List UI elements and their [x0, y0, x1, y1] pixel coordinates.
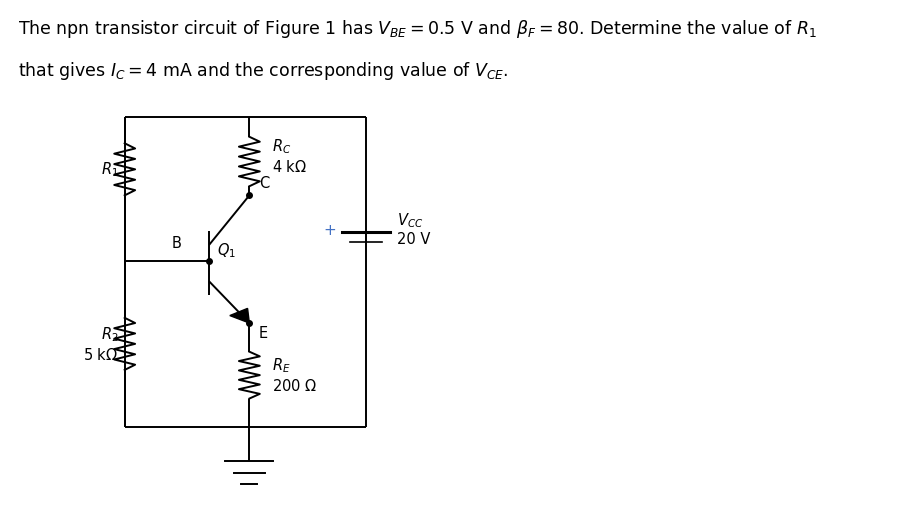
Text: $R_1$: $R_1$ [100, 160, 118, 179]
Text: B: B [172, 236, 181, 251]
Text: $R_2$
5 k$\Omega$: $R_2$ 5 k$\Omega$ [83, 325, 118, 363]
Text: that gives $I_C = 4$ mA and the corresponding value of $V_{CE}$.: that gives $I_C = 4$ mA and the correspo… [17, 60, 507, 82]
Text: $R_E$
200 $\Omega$: $R_E$ 200 $\Omega$ [271, 356, 317, 394]
Text: $V_{CC}$
20 V: $V_{CC}$ 20 V [396, 211, 429, 247]
Text: The npn transistor circuit of Figure 1 has $V_{BE} = 0.5$ V and $\beta_F = 80$. : The npn transistor circuit of Figure 1 h… [17, 18, 815, 40]
Text: E: E [259, 326, 268, 341]
Text: C: C [259, 176, 269, 191]
Text: $R_C$
4 k$\Omega$: $R_C$ 4 k$\Omega$ [271, 138, 306, 175]
Text: +: + [323, 224, 336, 238]
Polygon shape [230, 308, 249, 323]
Text: $Q_1$: $Q_1$ [217, 242, 236, 260]
